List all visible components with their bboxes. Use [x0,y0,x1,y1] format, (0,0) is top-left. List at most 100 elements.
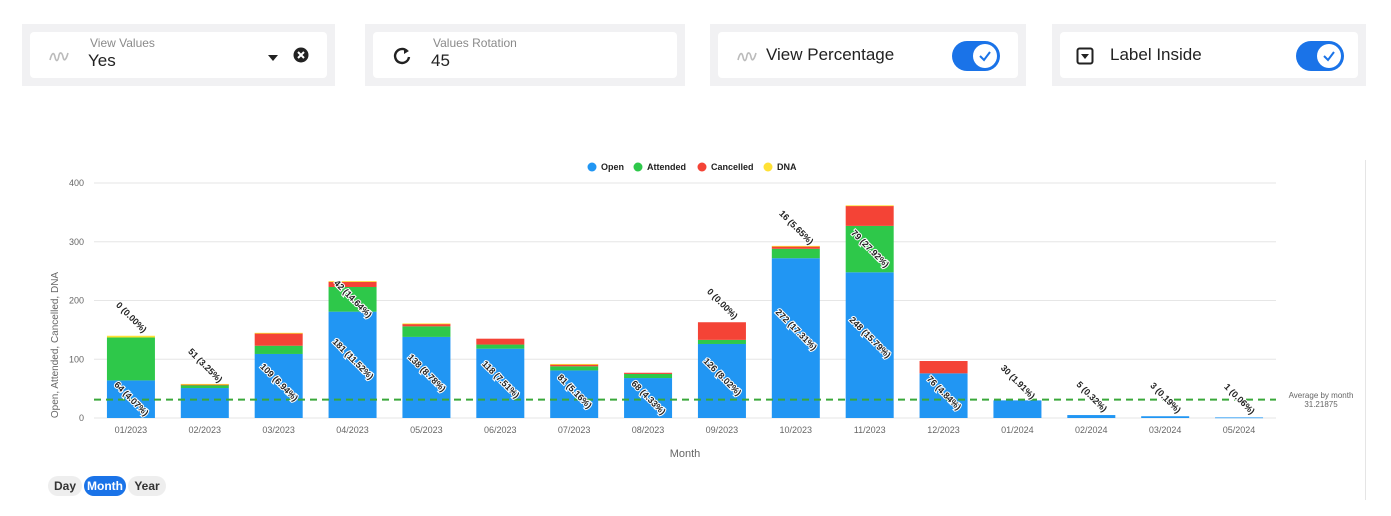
x-tick-label: 11/2023 [854,425,886,435]
bar-segment-cancelled [771,246,820,249]
bar-segment-open [1141,416,1190,418]
bar-segment-attended [845,225,894,273]
bar-segment-open [919,373,968,418]
bar-segment-dna [328,281,377,282]
check-icon [973,44,997,68]
bar-segment-attended [402,326,451,337]
bar-segment-open [771,258,820,418]
bar-segment-open [180,388,229,418]
x-axis-ticks: 01/2023 02/2023 03/2023 04/2023 05/2023 06/20… [115,425,1256,435]
bar-segment-attended [180,385,229,389]
granularity-month-button[interactable]: Month [84,476,126,496]
bar-segment-open [550,370,599,418]
chevron-down-icon[interactable] [267,50,279,68]
check-icon [1317,44,1341,68]
average-label: Average by month [1289,391,1354,400]
bar-segment-open [624,378,673,418]
bar-segment-attended [106,337,155,381]
chart-bars [106,205,1264,419]
bar-segment-dna [845,205,894,207]
legend-marker [697,162,707,172]
x-tick-label: 10/2023 [780,425,813,435]
x-tick-label: 05/2024 [1223,425,1256,435]
legend-label: DNA [777,162,797,172]
bar-segment-dna [771,245,820,247]
bar-segment-open [697,343,746,418]
y-tick-label: 0 [79,413,84,423]
bar-segment-cancelled [845,205,894,226]
bar-segment-open [402,336,451,418]
view-percentage-label: View Percentage [766,45,895,64]
bar-segment-dna [550,363,599,365]
values-rotation-value: 45 [431,51,450,70]
x-tick-label: 07/2023 [558,425,591,435]
bar-segment-attended [476,344,525,349]
bar-segment-open [1067,415,1116,418]
bar-segment-cancelled [328,281,377,287]
bar-segment-dna [180,383,229,385]
granularity-day-button[interactable]: Day [48,476,82,496]
chart-legend: Open Attended Cancelled DNA [587,162,797,172]
values-rotation-label: Values Rotation [433,36,517,50]
bar-segment-cancelled [919,361,968,374]
label-inside-label: Label Inside [1110,45,1202,64]
x-tick-label: 01/2023 [115,425,148,435]
bar-segment-open [993,400,1042,418]
y-axis-label: Open, Attended, Cancelled, DNA [50,272,61,419]
bar-segment-cancelled [550,364,599,367]
stacked-bar-chart: Open Attended Cancelled DNA 0 100 200 300 400 O… [50,162,1354,460]
legend-label: Attended [647,162,686,172]
granularity-year-button[interactable]: Year [128,476,166,496]
value-label: 16 (5.65%) [777,208,815,246]
label-inside-control: Label Inside [1052,24,1366,86]
label-inside-toggle[interactable] [1296,41,1344,71]
view-values-control: View Values Yes [22,24,335,86]
bar-segment-attended [624,373,673,379]
values-rotation-field[interactable]: Values Rotation 45 [373,32,677,78]
view-icon [736,45,758,67]
bar-segment-dna [254,332,303,334]
y-tick-label: 300 [69,237,84,247]
x-tick-label: 06/2023 [484,425,517,435]
view-percentage-toggle[interactable] [952,41,1000,71]
x-tick-label: 08/2023 [632,425,665,435]
y-tick-label: 200 [69,296,84,306]
bar-segment-open [476,348,525,418]
bar-segment-cancelled [180,384,229,386]
legend-label: Open [601,162,624,172]
x-tick-label: 04/2023 [336,425,369,435]
view-values-value: Yes [88,51,116,70]
legend-marker [763,162,773,172]
bar-segment-cancelled [254,333,303,346]
clear-icon[interactable] [292,46,310,69]
value-label: 51 (3.25%) [186,346,224,384]
chart-grid: 0 100 200 300 400 [69,178,1276,423]
legend-marker [633,162,643,172]
bar-segment-attended [771,248,820,259]
x-tick-label: 02/2024 [1075,425,1108,435]
value-labels: 64 (4.07%)0 (0.00%)51 (3.25%) 109 (6.94%)… [111,207,1258,419]
x-tick-label: 03/2023 [262,425,295,435]
bar-segment-attended [328,286,377,312]
view-values-field[interactable]: View Values Yes [30,32,327,78]
x-tick-label: 05/2023 [410,425,443,435]
bar-segment-open [1215,417,1264,419]
value-label: 5 (0.32%) [1074,379,1109,414]
y-tick-label: 400 [69,178,84,188]
bar-segment-attended [697,339,746,344]
values-rotation-control: Values Rotation 45 [365,24,685,86]
label-inside-field: Label Inside [1060,32,1358,78]
bar-segment-open [254,353,303,418]
dropdown-box-icon [1074,45,1096,67]
x-tick-label: 01/2024 [1001,425,1034,435]
view-percentage-field: View Percentage [718,32,1018,78]
average-value: 31.21875 [1304,400,1338,409]
x-tick-label: 12/2023 [927,425,960,435]
rotate-icon [391,45,413,67]
value-label: 3 (0.19%) [1148,380,1183,415]
value-label: 30 (1.91%) [999,363,1037,401]
bar-segment-dna [402,323,451,325]
view-percentage-control: View Percentage [710,24,1026,86]
panel-divider [1365,160,1366,500]
x-axis-label: Month [670,448,701,460]
